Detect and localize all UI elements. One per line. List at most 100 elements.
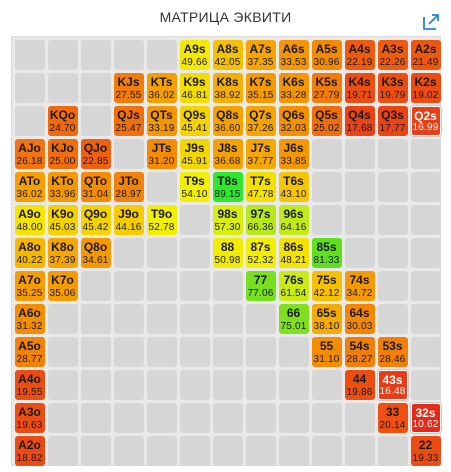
matrix-cell-qto[interactable]: QTo 31.04 xyxy=(80,171,111,202)
matrix-cell-t9s[interactable]: T9s 54.10 xyxy=(179,171,210,202)
matrix-cell-empty[interactable] xyxy=(410,171,441,202)
matrix-cell-empty[interactable] xyxy=(377,303,408,334)
matrix-cell-empty[interactable] xyxy=(410,204,441,235)
matrix-cell-k5s[interactable]: K5s 27.79 xyxy=(311,72,342,103)
matrix-cell-a9s[interactable]: A9s 49.66 xyxy=(179,39,210,70)
matrix-cell-74s[interactable]: 74s 34.72 xyxy=(344,270,375,301)
matrix-cell-empty[interactable] xyxy=(245,303,276,334)
matrix-cell-k6s[interactable]: K6s 33.28 xyxy=(278,72,309,103)
matrix-cell-a7s[interactable]: A7s 37.35 xyxy=(245,39,276,70)
matrix-cell-t6s[interactable]: T6s 43.10 xyxy=(278,171,309,202)
matrix-cell-q6s[interactable]: Q6s 32.03 xyxy=(278,105,309,136)
matrix-cell-k9o[interactable]: K9o 45.03 xyxy=(47,204,78,235)
matrix-cell-a6o[interactable]: A6o 31.32 xyxy=(14,303,45,334)
matrix-cell-empty[interactable] xyxy=(14,72,45,103)
matrix-cell-96s[interactable]: 96s 64.16 xyxy=(278,204,309,235)
matrix-cell-64s[interactable]: 64s 30.03 xyxy=(344,303,375,334)
matrix-cell-kts[interactable]: KTs 36.02 xyxy=(146,72,177,103)
matrix-cell-empty[interactable] xyxy=(377,435,408,466)
matrix-cell-empty[interactable] xyxy=(344,435,375,466)
matrix-cell-empty[interactable] xyxy=(179,237,210,268)
matrix-cell-empty[interactable] xyxy=(410,237,441,268)
matrix-cell-q8o[interactable]: Q8o 34.61 xyxy=(80,237,111,268)
matrix-cell-j7s[interactable]: J7s 37.77 xyxy=(245,138,276,169)
matrix-cell-empty[interactable] xyxy=(410,369,441,400)
matrix-cell-a5o[interactable]: A5o 28.77 xyxy=(14,336,45,367)
matrix-cell-empty[interactable] xyxy=(179,402,210,433)
matrix-cell-a5s[interactable]: A5s 30.96 xyxy=(311,39,342,70)
matrix-cell-44[interactable]: 44 19.86 xyxy=(344,369,375,400)
matrix-cell-empty[interactable] xyxy=(179,303,210,334)
matrix-cell-empty[interactable] xyxy=(344,237,375,268)
expand-arrow-icon[interactable] xyxy=(422,13,440,31)
matrix-cell-empty[interactable] xyxy=(212,336,243,367)
matrix-cell-empty[interactable] xyxy=(14,39,45,70)
matrix-cell-empty[interactable] xyxy=(47,336,78,367)
matrix-cell-a9o[interactable]: A9o 48.00 xyxy=(14,204,45,235)
matrix-cell-empty[interactable] xyxy=(80,39,111,70)
matrix-cell-q5s[interactable]: Q5s 25.02 xyxy=(311,105,342,136)
matrix-cell-empty[interactable] xyxy=(80,336,111,367)
matrix-cell-empty[interactable] xyxy=(311,369,342,400)
matrix-cell-empty[interactable] xyxy=(377,138,408,169)
matrix-cell-a3s[interactable]: A3s 22.26 xyxy=(377,39,408,70)
matrix-cell-kto[interactable]: KTo 33.96 xyxy=(47,171,78,202)
matrix-cell-empty[interactable] xyxy=(146,402,177,433)
matrix-cell-j8s[interactable]: J8s 36.68 xyxy=(212,138,243,169)
matrix-cell-a2s[interactable]: A2s 21.49 xyxy=(410,39,441,70)
matrix-cell-k2s[interactable]: K2s 19.02 xyxy=(410,72,441,103)
matrix-cell-empty[interactable] xyxy=(14,105,45,136)
matrix-cell-empty[interactable] xyxy=(245,369,276,400)
matrix-cell-97s[interactable]: 97s 66.36 xyxy=(245,204,276,235)
matrix-cell-q3s[interactable]: Q3s 17.77 xyxy=(377,105,408,136)
matrix-cell-kjo[interactable]: KJo 25.00 xyxy=(47,138,78,169)
matrix-cell-k8o[interactable]: K8o 37.39 xyxy=(47,237,78,268)
matrix-cell-empty[interactable] xyxy=(311,204,342,235)
matrix-cell-qts[interactable]: QTs 33.19 xyxy=(146,105,177,136)
matrix-cell-empty[interactable] xyxy=(311,402,342,433)
matrix-cell-empty[interactable] xyxy=(344,138,375,169)
matrix-cell-55[interactable]: 55 31.10 xyxy=(311,336,342,367)
matrix-cell-empty[interactable] xyxy=(146,435,177,466)
matrix-cell-85s[interactable]: 85s 81.33 xyxy=(311,237,342,268)
matrix-cell-q9s[interactable]: Q9s 45.41 xyxy=(179,105,210,136)
matrix-cell-66[interactable]: 66 75.01 xyxy=(278,303,309,334)
matrix-cell-empty[interactable] xyxy=(80,303,111,334)
matrix-cell-empty[interactable] xyxy=(245,336,276,367)
matrix-cell-empty[interactable] xyxy=(146,369,177,400)
matrix-cell-empty[interactable] xyxy=(344,204,375,235)
matrix-cell-empty[interactable] xyxy=(212,402,243,433)
matrix-cell-75s[interactable]: 75s 42.12 xyxy=(311,270,342,301)
matrix-cell-empty[interactable] xyxy=(410,138,441,169)
matrix-cell-32s[interactable]: 32s 10.62 xyxy=(410,402,441,433)
matrix-cell-empty[interactable] xyxy=(278,402,309,433)
matrix-cell-empty[interactable] xyxy=(113,435,144,466)
matrix-cell-t9o[interactable]: T9o 52.78 xyxy=(146,204,177,235)
matrix-cell-a8s[interactable]: A8s 42.05 xyxy=(212,39,243,70)
matrix-cell-empty[interactable] xyxy=(80,369,111,400)
matrix-cell-empty[interactable] xyxy=(212,435,243,466)
matrix-cell-a6s[interactable]: A6s 33.53 xyxy=(278,39,309,70)
matrix-cell-empty[interactable] xyxy=(311,171,342,202)
matrix-cell-empty[interactable] xyxy=(80,72,111,103)
matrix-cell-empty[interactable] xyxy=(113,402,144,433)
matrix-cell-empty[interactable] xyxy=(179,336,210,367)
matrix-cell-empty[interactable] xyxy=(377,270,408,301)
matrix-cell-q2s[interactable]: Q2s 16.99 xyxy=(410,105,441,136)
matrix-cell-kqo[interactable]: KQo 24.70 xyxy=(47,105,78,136)
matrix-cell-empty[interactable] xyxy=(113,270,144,301)
matrix-cell-empty[interactable] xyxy=(146,39,177,70)
matrix-cell-empty[interactable] xyxy=(212,270,243,301)
matrix-cell-98s[interactable]: 98s 57.30 xyxy=(212,204,243,235)
matrix-cell-empty[interactable] xyxy=(377,204,408,235)
matrix-cell-k3s[interactable]: K3s 19.79 xyxy=(377,72,408,103)
matrix-cell-empty[interactable] xyxy=(410,336,441,367)
matrix-cell-empty[interactable] xyxy=(47,72,78,103)
matrix-cell-empty[interactable] xyxy=(410,270,441,301)
matrix-cell-empty[interactable] xyxy=(47,435,78,466)
matrix-cell-j9s[interactable]: J9s 45.91 xyxy=(179,138,210,169)
matrix-cell-k7s[interactable]: K7s 35.15 xyxy=(245,72,276,103)
matrix-cell-empty[interactable] xyxy=(113,336,144,367)
matrix-cell-a3o[interactable]: A3o 19.63 xyxy=(14,402,45,433)
matrix-cell-a4o[interactable]: A4o 19.55 xyxy=(14,369,45,400)
